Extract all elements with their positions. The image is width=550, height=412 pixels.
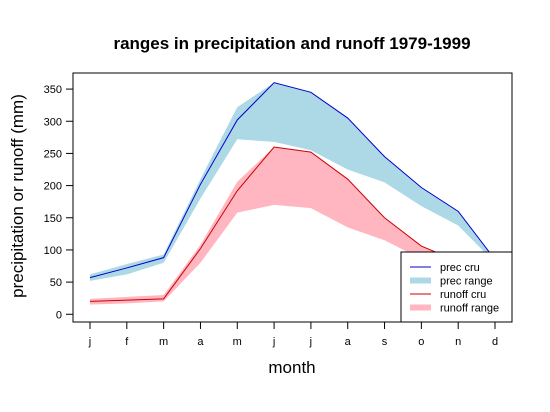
legend-label-runoff-cru: runoff cru [440, 289, 486, 301]
x-tick-label: a [197, 336, 204, 348]
x-tick-label: m [233, 336, 242, 348]
y-tick-label: 0 [56, 309, 62, 321]
runoff-range-band [90, 146, 495, 305]
plot-frame [72, 72, 513, 323]
y-tick-label: 350 [44, 84, 62, 96]
x-tick-label: n [455, 336, 461, 348]
x-axis-label: month [268, 358, 315, 377]
y-axis-label: precipitation or runoff (mm) [8, 94, 27, 298]
legend-label-prec-cru: prec cru [440, 262, 480, 274]
x-tick-label: j [309, 336, 312, 348]
y-tick-label: 50 [50, 277, 62, 289]
x-tick-label: m [159, 336, 168, 348]
x-tick-label: o [418, 336, 424, 348]
x-tick-label: f [125, 336, 129, 348]
x-tick-label: a [345, 336, 352, 348]
legend-label-runoff-range: runoff range [440, 303, 499, 315]
runoff-cru-line [89, 146, 496, 302]
x-tick-label: j [88, 336, 91, 348]
y-tick-label: 250 [44, 148, 62, 160]
plot-area: j f m a m j j a s o n d 0 50 100 150 200 250 300 350 [44, 72, 513, 348]
legend-label-prec-range: prec range [440, 276, 493, 288]
prec-cru-line [89, 82, 496, 279]
x-tick-label: d [492, 336, 498, 348]
y-tick-label: 300 [44, 116, 62, 128]
y-tick-label: 200 [44, 181, 62, 193]
y-tick-label: 100 [44, 245, 62, 257]
x-tick-label: s [382, 336, 388, 348]
chart-title: ranges in precipitation and runoff 1979-… [113, 34, 470, 53]
x-tick-label: j [272, 336, 275, 348]
y-tick-label: 150 [44, 213, 62, 225]
